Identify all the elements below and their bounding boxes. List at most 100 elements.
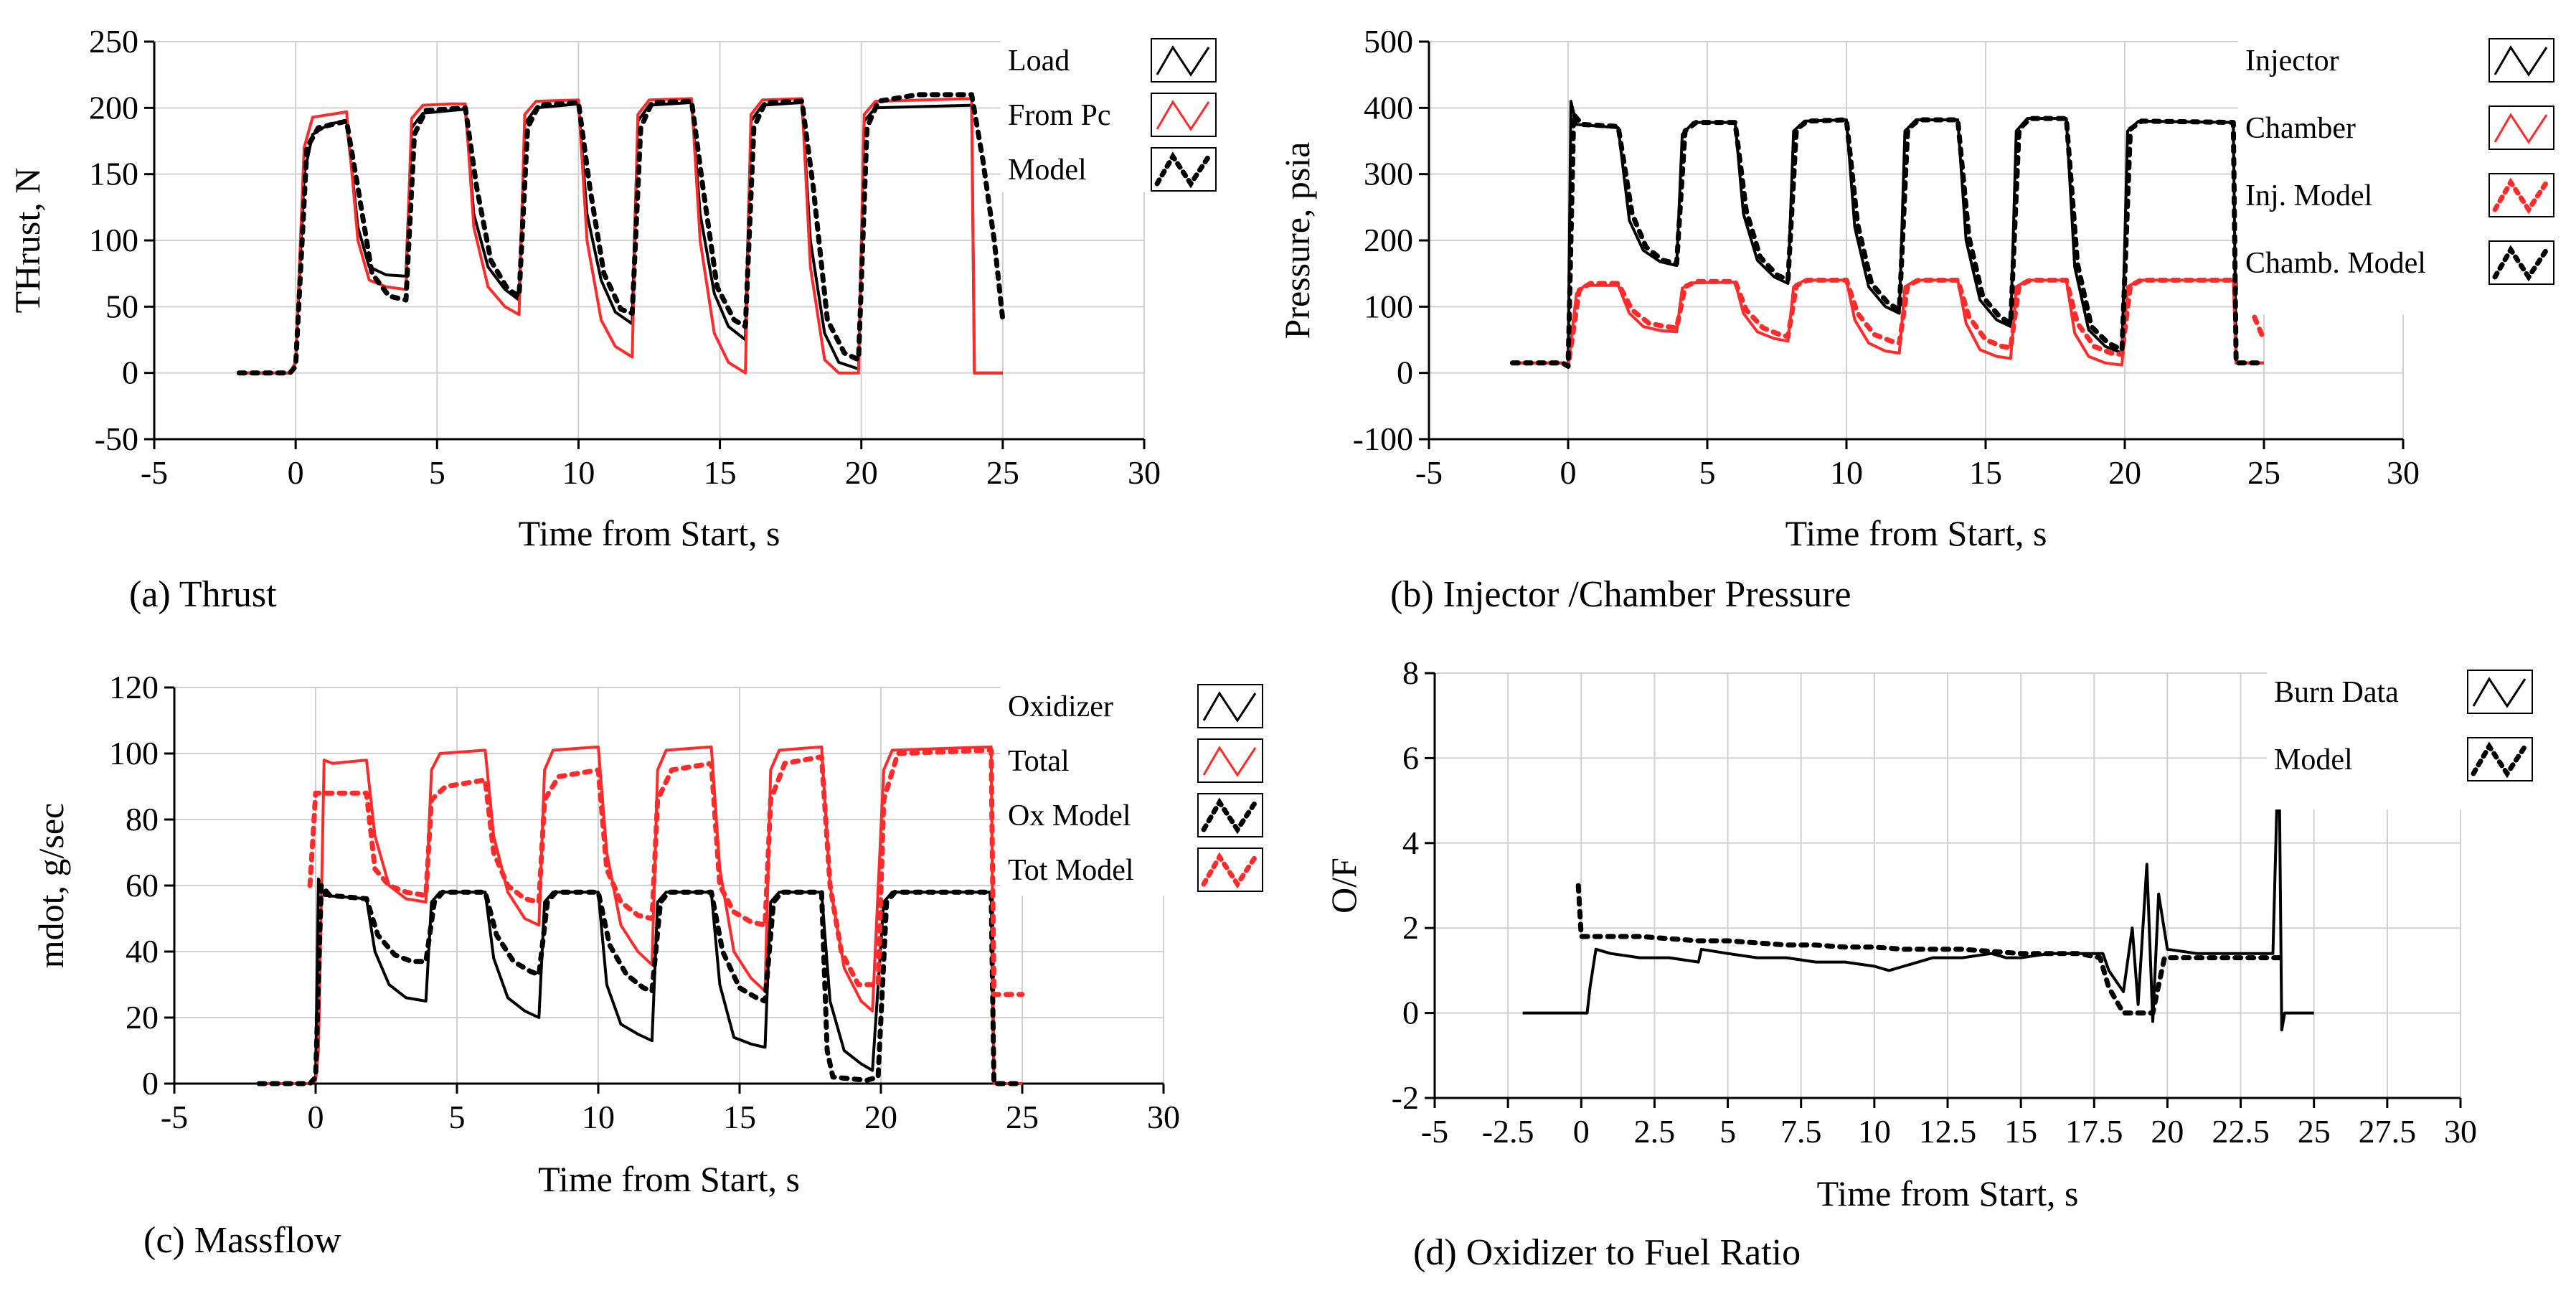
y-tick-label: 6: [1402, 739, 1419, 776]
x-tick-label: 15: [723, 1099, 756, 1135]
series-line-oxidizer: [259, 877, 1022, 1085]
x-tick-label: 25: [1006, 1099, 1039, 1135]
legend-icon: [2471, 741, 2528, 779]
legend-swatch: [2467, 670, 2533, 714]
x-tick-label: 5: [1719, 1113, 1736, 1150]
x-tick-label: 10: [582, 1099, 615, 1135]
caption-d: (d) Oxidizer to Fuel Ratio: [1413, 1232, 1801, 1273]
y-tick-label: 150: [89, 156, 138, 192]
series-line-injector: [1512, 100, 2264, 368]
y-tick-label: 100: [1364, 288, 1413, 324]
series-line-model: [236, 92, 1006, 376]
x-tick-label: 5: [1699, 454, 1716, 491]
x-tick-label: -5: [161, 1099, 188, 1135]
x-tick-label: -5: [141, 454, 168, 491]
caption-b: (b) Injector /Chamber Pressure: [1390, 574, 1851, 615]
y-axis-label: Pressure, psia: [1277, 142, 1317, 339]
x-tick-label: 2.5: [1634, 1113, 1676, 1150]
x-tick-label: 30: [2387, 454, 2420, 491]
legend-label: Ox Model: [1008, 799, 1131, 832]
x-axis-label: Time from Start, s: [1785, 513, 2047, 553]
y-tick-label: 0: [122, 355, 138, 391]
x-tick-label: 22.5: [2212, 1113, 2270, 1150]
y-tick-label: -100: [1353, 421, 1413, 457]
x-tick-label: 5: [449, 1099, 466, 1135]
legend-swatch: [2488, 173, 2554, 217]
series-line-ox-model: [256, 883, 1025, 1086]
legend-label: Chamb. Model: [2245, 247, 2426, 280]
legend-swatch: [1151, 38, 1217, 83]
y-tick-label: 0: [1402, 995, 1419, 1031]
x-tick-label: -5: [1421, 1113, 1448, 1150]
x-tick-label: 17.5: [2065, 1113, 2123, 1150]
legend-icon: [2492, 245, 2549, 282]
legend-label: Chamber: [2245, 112, 2356, 145]
x-tick-label: 10: [1830, 454, 1863, 491]
y-tick-label: 0: [142, 1065, 159, 1102]
legend-label: Inj. Model: [2245, 179, 2372, 212]
y-tick-label: 40: [126, 933, 159, 970]
legend-swatch: [1197, 793, 1263, 837]
x-tick-label: 30: [1128, 454, 1161, 491]
series-line-inj-model: [1509, 277, 2267, 369]
y-tick-label: 100: [89, 222, 138, 258]
x-tick-label: 7.5: [1780, 1113, 1822, 1150]
legend-icon: [2492, 177, 2549, 215]
x-tick-label: 0: [308, 1099, 324, 1135]
x-axis-label: Time from Start, s: [1817, 1173, 2079, 1213]
y-tick-label: -2: [1392, 1079, 1419, 1116]
y-tick-label: 500: [1364, 23, 1413, 60]
legend-swatch: [1197, 848, 1263, 892]
x-tick-label: 30: [2444, 1113, 2477, 1150]
x-tick-label: 10: [1858, 1113, 1891, 1150]
legend-icon: [1156, 45, 1210, 77]
y-axis-label: THrust, N: [7, 168, 47, 314]
y-tick-label: 0: [1397, 355, 1413, 391]
x-tick-label: 0: [1573, 1113, 1590, 1150]
series-line-load: [239, 100, 1003, 375]
x-tick-label: 10: [562, 454, 595, 491]
y-tick-label: 200: [89, 89, 138, 126]
series-line-chamb-model: [1509, 112, 2267, 369]
legend-label: From Pc: [1008, 99, 1111, 132]
series-line-chamber: [1512, 278, 2264, 368]
y-tick-label: 200: [1364, 222, 1413, 258]
caption-c: (c) Massflow: [143, 1220, 341, 1261]
legend-swatch: [1197, 684, 1263, 728]
legend-label: Injector: [2245, 44, 2339, 78]
legend-icon: [1156, 100, 1210, 131]
legend-label: Load: [1008, 44, 1070, 78]
x-tick-label: 15: [1969, 454, 2002, 491]
x-tick-label: -5: [1415, 454, 1443, 491]
caption-a: (a) Thrust: [129, 574, 277, 615]
y-tick-label: 2: [1402, 909, 1419, 946]
y-tick-label: 100: [109, 735, 159, 771]
x-tick-label: 15: [2004, 1113, 2037, 1150]
y-tick-label: 300: [1364, 156, 1413, 192]
x-tick-label: 27.5: [2359, 1113, 2417, 1150]
y-axis-label: mdot, g/sec: [31, 803, 71, 969]
x-tick-label: 20: [2108, 454, 2141, 491]
legend-label: Oxidizer: [1008, 690, 1113, 723]
y-tick-label: 4: [1402, 825, 1419, 861]
x-tick-label: -2.5: [1482, 1113, 1534, 1150]
x-tick-label: 30: [1147, 1099, 1180, 1135]
legend-label: Burn Data: [2274, 676, 2399, 709]
legend-swatch: [1197, 738, 1263, 783]
y-axis-label: O/F: [1324, 858, 1364, 914]
x-tick-label: 25: [2247, 454, 2280, 491]
legend-icon: [2494, 45, 2548, 77]
y-tick-label: 8: [1402, 654, 1419, 691]
x-tick-label: 25: [986, 454, 1019, 491]
legend-icon: [1202, 691, 1257, 723]
legend-icon: [1201, 852, 1258, 889]
series-line-from-pc: [239, 97, 1003, 375]
x-tick-label: 20: [864, 1099, 897, 1135]
legend-swatch: [1151, 147, 1217, 192]
x-tick-label: 0: [1560, 454, 1577, 491]
legend-icon: [2472, 677, 2527, 708]
legend-swatch: [2488, 105, 2554, 150]
legend-icon: [2494, 113, 2548, 144]
